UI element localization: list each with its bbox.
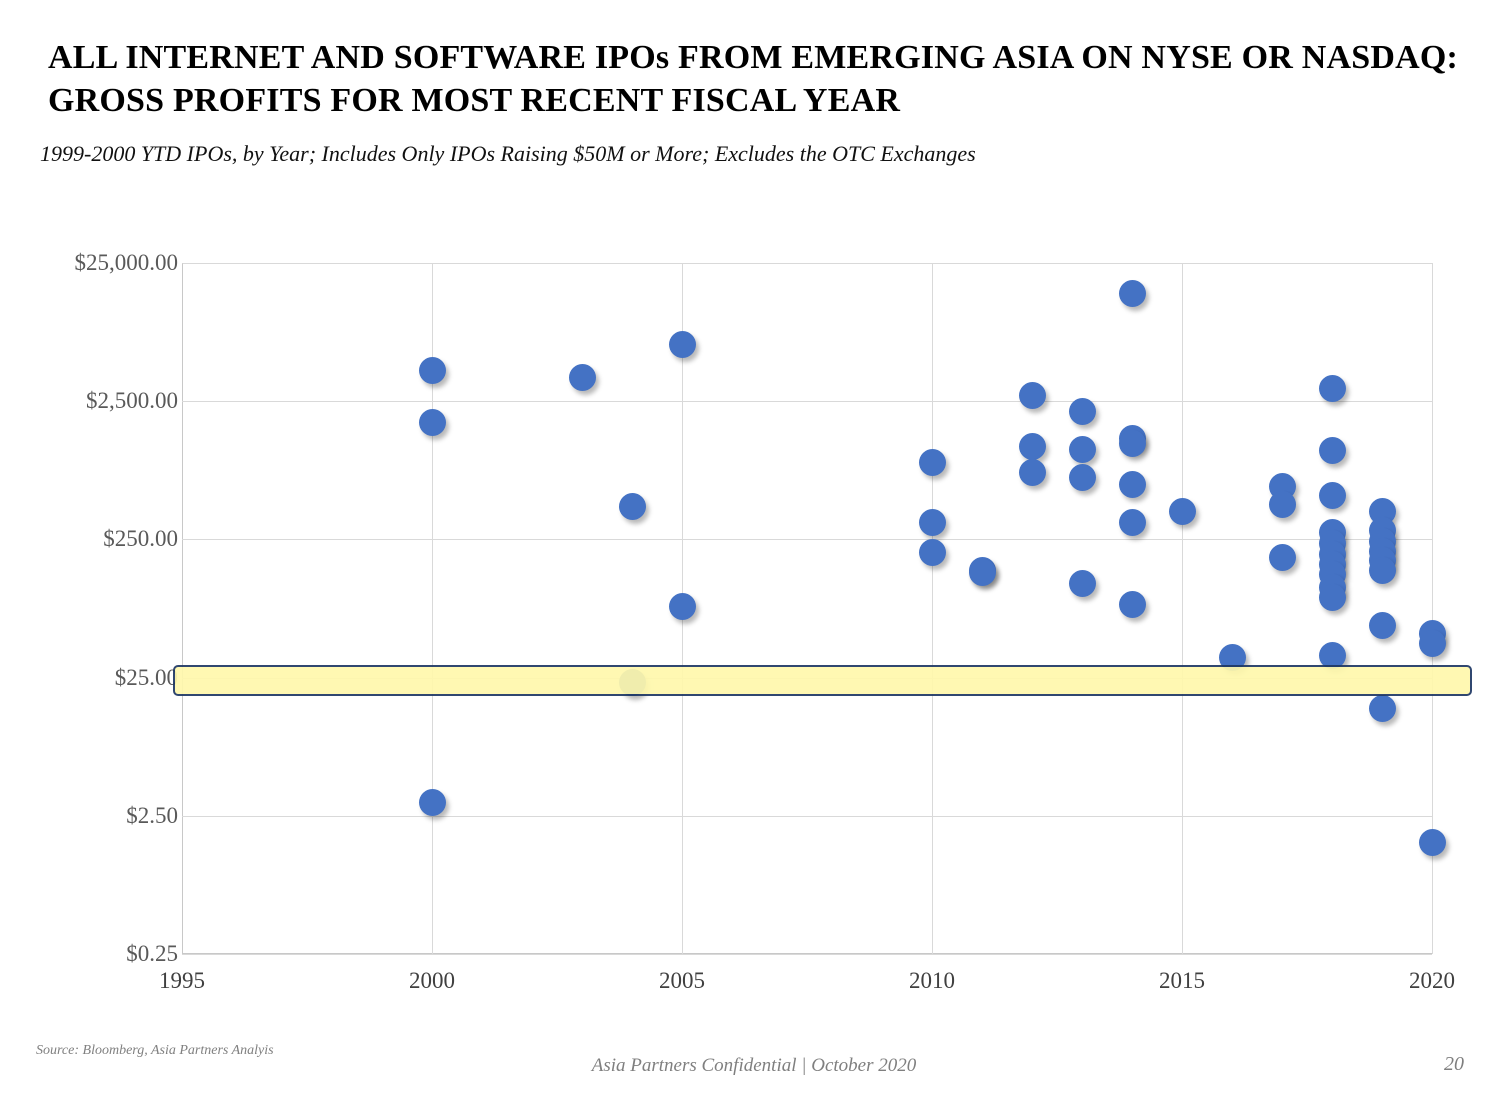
x-axis-tick-label: 2020 bbox=[1409, 968, 1455, 993]
data-point bbox=[418, 356, 446, 384]
x-axis-tick-label: 2005 bbox=[659, 968, 705, 993]
data-point bbox=[1018, 459, 1046, 487]
data-point bbox=[1068, 398, 1096, 426]
data-point bbox=[1018, 432, 1046, 460]
data-point bbox=[1268, 490, 1296, 518]
data-point bbox=[1118, 471, 1146, 499]
footer-source: Source: Bloomberg, Asia Partners Analyis bbox=[36, 1043, 274, 1058]
data-point bbox=[918, 449, 946, 477]
data-point bbox=[668, 592, 696, 620]
y-axis-tick-label: $25.00 bbox=[114, 664, 178, 690]
gridline-horizontal bbox=[182, 539, 1432, 541]
y-axis-tick-label: $0.25 bbox=[126, 941, 178, 966]
footer-confidential: Asia Partners Confidential | October 202… bbox=[591, 1055, 917, 1076]
data-point bbox=[1368, 611, 1396, 639]
gridline-vertical bbox=[1182, 263, 1183, 954]
data-point bbox=[1418, 829, 1446, 857]
data-point bbox=[568, 364, 596, 392]
data-point bbox=[1318, 583, 1346, 611]
data-point bbox=[418, 409, 446, 437]
x-axis-tick-label: 2015 bbox=[1159, 968, 1205, 993]
gridline-vertical bbox=[1432, 263, 1433, 954]
data-point bbox=[1268, 543, 1296, 571]
y-axis-tick-label: $2.50 bbox=[126, 802, 178, 828]
data-point bbox=[1318, 374, 1346, 402]
data-point bbox=[1118, 591, 1146, 619]
data-point bbox=[1318, 481, 1346, 509]
gridline-vertical bbox=[432, 263, 433, 954]
highlight-band bbox=[173, 664, 1472, 696]
data-point bbox=[1368, 556, 1396, 584]
data-point bbox=[1018, 381, 1046, 409]
x-axis-tick-label: 2010 bbox=[909, 968, 955, 993]
x-axis-tick-label: 2000 bbox=[409, 968, 455, 993]
scatter-chart: $25,000.00 $2,500.00 $250.00 $25.00 $2.50 $0.… bbox=[74, 250, 1472, 993]
page-subtitle: 1999-2000 YTD IPOs, by Year; Includes On… bbox=[40, 141, 976, 166]
y-axis-tick-label: $2,500.00 bbox=[86, 388, 178, 414]
y-axis-tick-label: $25,000.00 bbox=[74, 250, 179, 275]
data-point bbox=[1118, 430, 1146, 458]
gridline-vertical bbox=[932, 263, 933, 954]
footer-page-number: 20 bbox=[1444, 1053, 1464, 1075]
data-point bbox=[1168, 497, 1196, 525]
gridline-horizontal bbox=[182, 401, 1432, 403]
data-point bbox=[618, 493, 646, 521]
y-axis-tick-label: $250.00 bbox=[103, 526, 178, 552]
data-point bbox=[1318, 436, 1346, 464]
data-point bbox=[418, 789, 446, 817]
gridline-horizontal bbox=[182, 815, 1432, 817]
data-point bbox=[1418, 630, 1446, 658]
plot-area bbox=[182, 263, 1432, 954]
x-axis-tick-label: 1995 bbox=[159, 968, 205, 993]
data-point bbox=[668, 331, 696, 359]
data-point bbox=[918, 509, 946, 537]
gridline-horizontal bbox=[182, 954, 1432, 955]
data-point bbox=[1118, 509, 1146, 537]
data-point bbox=[1068, 464, 1096, 492]
data-point bbox=[1068, 435, 1096, 463]
page-title: ALL INTERNET AND SOFTWARE IPOs FROM EMER… bbox=[48, 39, 1459, 119]
data-point bbox=[1118, 280, 1146, 308]
data-point bbox=[918, 539, 946, 567]
data-point bbox=[1368, 694, 1396, 722]
data-point bbox=[1068, 569, 1096, 597]
data-point bbox=[968, 559, 996, 587]
